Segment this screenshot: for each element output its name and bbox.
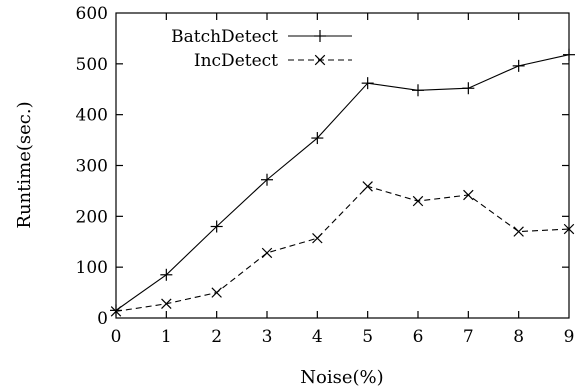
x-tick-label: 4 [312, 327, 323, 347]
data-point-batchdetect [311, 132, 324, 145]
x-tick-label: 1 [161, 327, 172, 347]
legend: BatchDetect IncDetect [171, 27, 352, 71]
legend-label: IncDetect [194, 51, 278, 71]
data-point-incdetect [563, 223, 575, 235]
data-point-batchdetect [261, 173, 273, 186]
series-line-batchdetect [115, 54, 570, 311]
y-tick-label: 0 [97, 309, 108, 329]
x-tick-label: 8 [513, 327, 524, 347]
y-tick-label: 200 [76, 207, 108, 227]
x-tick-label: 6 [413, 327, 424, 347]
data-point-incdetect [463, 189, 474, 201]
x-tick-label: 2 [211, 327, 222, 347]
y-tick-label: 600 [76, 4, 108, 24]
legend-marker [314, 54, 326, 66]
y-tick-label: 400 [76, 106, 108, 126]
data-point-batchdetect [160, 268, 173, 281]
data-point-batchdetect [361, 77, 374, 90]
plot-frame [115, 12, 570, 319]
series-group [110, 48, 575, 317]
data-point-incdetect [261, 247, 273, 259]
y-tick-label: 500 [76, 55, 108, 75]
data-point-batchdetect [412, 84, 424, 97]
series-line-incdetect [115, 185, 570, 312]
x-tick-label: 9 [564, 327, 575, 347]
data-point-incdetect [513, 226, 524, 237]
y-axis-label: Runtime(sec.) [14, 101, 35, 228]
data-point-incdetect [312, 232, 323, 244]
legend-marker [314, 30, 326, 42]
legend-label: BatchDetect [171, 27, 278, 47]
data-point-batchdetect [512, 59, 525, 72]
x-tick-label: 5 [362, 327, 373, 347]
data-point-incdetect [110, 306, 122, 317]
x-axis-label: Noise(%) [300, 367, 383, 388]
x-tick-label: 0 [111, 327, 122, 347]
data-point-incdetect [211, 287, 222, 298]
x-tick-label: 7 [463, 327, 474, 347]
x-tick-label: 3 [262, 327, 273, 347]
data-point-batchdetect [462, 82, 475, 95]
y-tick-label: 100 [76, 258, 108, 278]
data-point-batchdetect [210, 220, 223, 233]
data-point-incdetect [161, 298, 172, 309]
data-point-batchdetect [563, 48, 575, 61]
y-tick-label: 300 [76, 157, 108, 177]
axis-ticks: 0 1 2 3 4 5 6 7 8 9 0 100 200 300 400 500 600 [76, 4, 575, 347]
data-point-incdetect [362, 181, 373, 192]
data-point-incdetect [412, 195, 424, 207]
